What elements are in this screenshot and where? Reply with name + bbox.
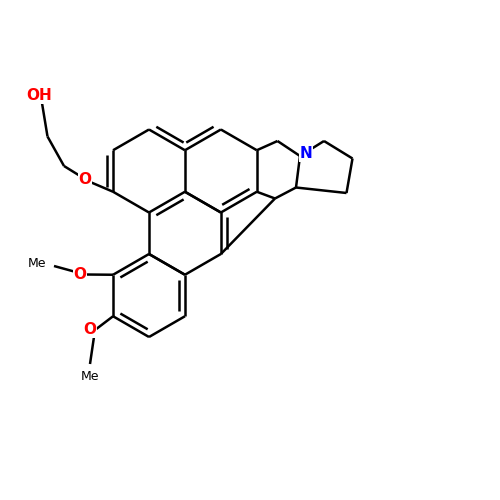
Text: Me: Me <box>81 370 99 383</box>
Text: O: O <box>78 172 92 186</box>
Text: N: N <box>300 146 312 161</box>
Text: O: O <box>74 267 86 282</box>
Text: OH: OH <box>26 88 52 104</box>
Text: O: O <box>84 322 96 338</box>
Text: Me: Me <box>28 257 46 270</box>
